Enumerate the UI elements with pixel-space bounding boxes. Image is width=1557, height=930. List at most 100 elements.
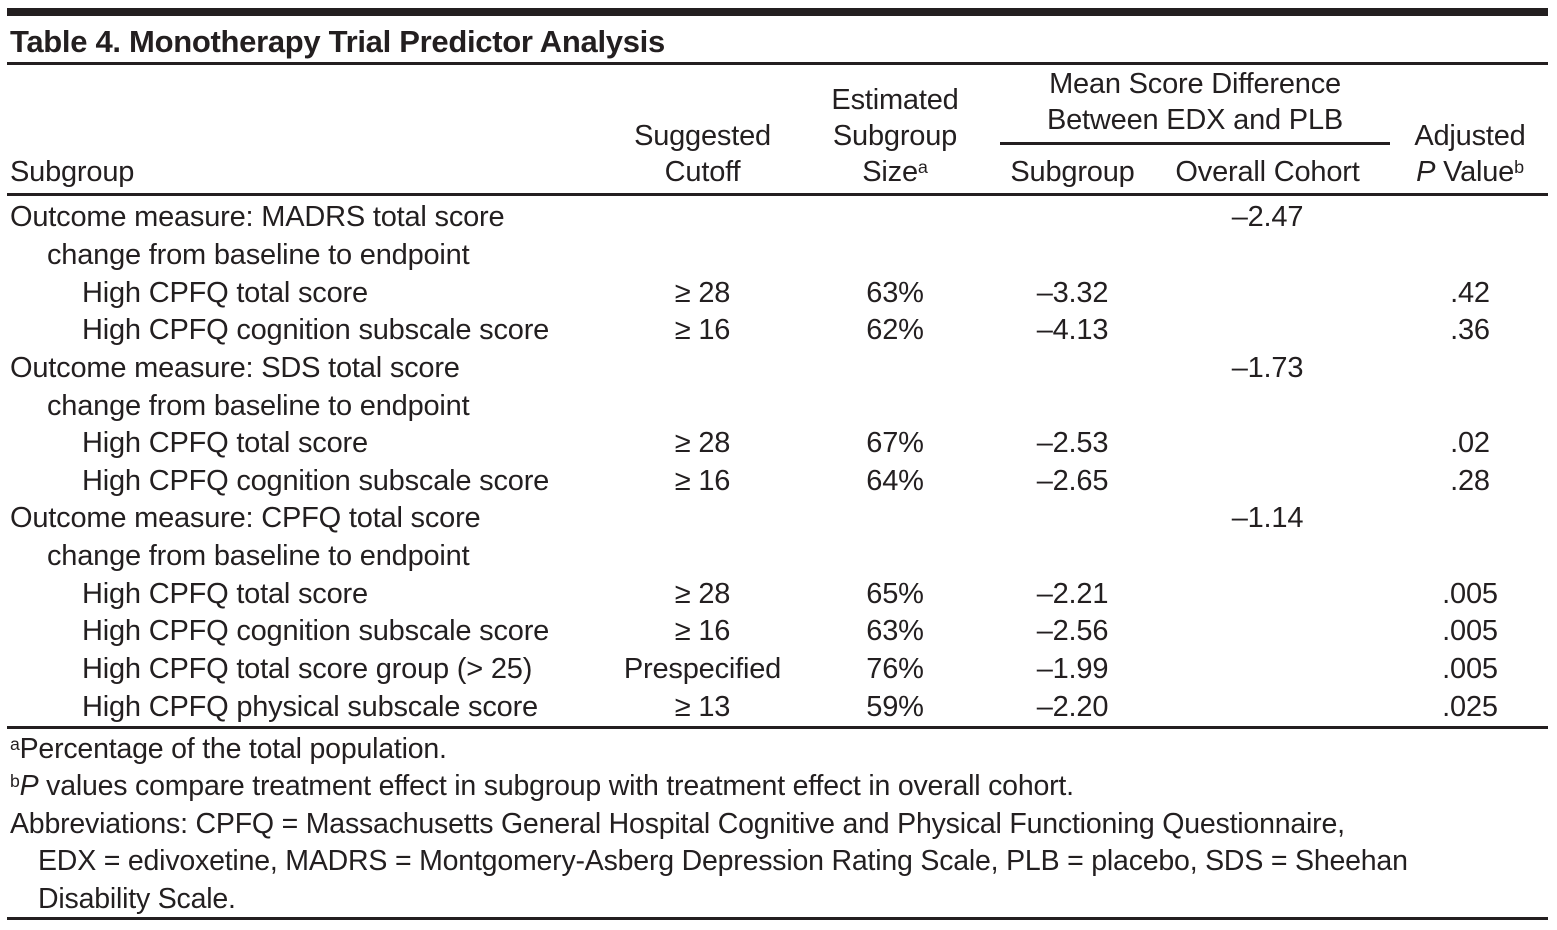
table-row: Outcome measure: CPFQ total score –1.14 — [10, 500, 1550, 538]
table-header: Subgroup Suggested Cutoff Estimated Subg… — [10, 66, 1550, 193]
header-estimated-subgroup-size: Estimated Subgroup Sizea — [790, 82, 1000, 195]
cell-msd-subgroup: –3.32 — [1036, 276, 1109, 309]
cell-msd-subgroup: –2.53 — [1036, 427, 1109, 460]
row-label: High CPFQ total score — [82, 577, 368, 610]
cell-estimated-size: 64% — [866, 464, 924, 497]
table-row: change from baseline to endpoint — [10, 237, 1550, 275]
row-label: High CPFQ total score group (> 25) — [82, 653, 533, 685]
header-mean-score-difference-group: Mean Score Difference Between EDX and PL… — [1000, 66, 1390, 195]
row-label: change from baseline to endpoint — [47, 389, 470, 422]
cell-overall-cohort: –1.14 — [1231, 502, 1304, 535]
cell-p-value: .02 — [1450, 427, 1490, 460]
footnote-a-marker: a — [10, 734, 20, 755]
cell-estimated-size: 59% — [866, 690, 924, 723]
table-row: High CPFQ cognition subscale score ≥ 16 … — [10, 613, 1550, 651]
cell-p-value: .005 — [1442, 653, 1498, 685]
header-adjusted-line2: P Valueb — [1416, 156, 1524, 188]
abbreviations-line3: Disability Scale. — [38, 882, 236, 915]
table-row: change from baseline to endpoint — [10, 538, 1550, 576]
table-row: High CPFQ cognition subscale score ≥ 16 … — [10, 312, 1550, 350]
table-row: High CPFQ total score ≥ 28 67% –2.53 .02 — [10, 425, 1550, 463]
cell-suggested-cutoff: ≥ 28 — [674, 276, 731, 309]
cell-overall-cohort: –2.47 — [1231, 201, 1304, 234]
header-spanner-subcolumns: Subgroup Overall Cohort — [1000, 145, 1390, 195]
cell-suggested-cutoff: ≥ 28 — [674, 427, 731, 460]
header-spanner-line2: Between EDX and PLB — [1046, 104, 1344, 136]
cell-msd-subgroup: –2.21 — [1036, 577, 1109, 610]
header-estimated-line1: Estimated — [831, 84, 959, 116]
row-label: High CPFQ physical subscale score — [82, 690, 538, 723]
abbreviations-line2: EDX = edivoxetine, MADRS = Montgomery-As… — [38, 845, 1408, 878]
cell-suggested-cutoff: ≥ 16 — [674, 314, 731, 347]
cell-estimated-size: 65% — [866, 577, 924, 610]
row-label: High CPFQ total score — [82, 276, 368, 309]
cell-estimated-size: 63% — [866, 276, 924, 309]
cell-p-value: .36 — [1450, 314, 1490, 347]
cell-suggested-cutoff: ≥ 28 — [674, 577, 731, 610]
footnote-b-marker: b — [10, 771, 20, 792]
table-body: Outcome measure: MADRS total score –2.47… — [10, 199, 1550, 726]
header-spanner-label: Mean Score Difference Between EDX and PL… — [1000, 66, 1390, 145]
table-row: Outcome measure: SDS total score –1.73 — [10, 350, 1550, 388]
cell-msd-subgroup: –4.13 — [1036, 314, 1109, 347]
header-suggested-cutoff-line2: Cutoff — [664, 156, 741, 188]
body-bottom-rule — [7, 726, 1548, 729]
header-estimated-line3: Sizea — [862, 156, 928, 188]
header-estimated-line2: Subgroup — [832, 120, 958, 152]
header-suggested-cutoff-line1: Suggested — [634, 120, 771, 152]
row-label: High CPFQ cognition subscale score — [82, 615, 550, 648]
header-adjusted-p-value: Adjusted P Valueb — [1390, 118, 1550, 195]
table-row: change from baseline to endpoint — [10, 387, 1550, 425]
header-msd-subgroup: Subgroup — [1010, 156, 1135, 188]
row-label: High CPFQ cognition subscale score — [82, 464, 550, 497]
table-row: High CPFQ total score group (> 25) Presp… — [10, 651, 1550, 689]
bottom-rule — [7, 917, 1548, 920]
table-row: High CPFQ total score ≥ 28 63% –3.32 .42 — [10, 274, 1550, 312]
cell-p-value: .025 — [1442, 690, 1498, 723]
header-rule — [7, 193, 1548, 196]
cell-p-value: .42 — [1450, 276, 1490, 309]
footnote-marker-b: b — [1514, 156, 1524, 177]
cell-estimated-size: 62% — [866, 314, 924, 347]
footnotes: aPercentage of the total population. bP … — [10, 731, 1552, 918]
cell-msd-subgroup: –2.20 — [1036, 690, 1109, 723]
row-label: Outcome measure: MADRS total score — [10, 201, 505, 234]
table-row: High CPFQ total score ≥ 28 65% –2.21 .00… — [10, 575, 1550, 613]
cell-estimated-size: 76% — [866, 653, 924, 685]
row-label: change from baseline to endpoint — [47, 238, 470, 271]
row-label: Outcome measure: CPFQ total score — [10, 502, 481, 535]
header-msd-overall-cohort: Overall Cohort — [1175, 156, 1360, 188]
header-adjusted-line1: Adjusted — [1414, 120, 1526, 152]
cell-msd-subgroup: –2.65 — [1036, 464, 1109, 497]
row-label: High CPFQ cognition subscale score — [82, 314, 550, 347]
footnote-marker-a: a — [917, 156, 928, 177]
top-rule — [7, 8, 1548, 16]
row-label: High CPFQ total score — [82, 427, 368, 460]
cell-p-value: .005 — [1442, 615, 1498, 648]
cell-suggested-cutoff: Prespecified — [623, 653, 782, 685]
table-row: High CPFQ physical subscale score ≥ 13 5… — [10, 688, 1550, 726]
row-label: change from baseline to endpoint — [47, 540, 470, 573]
cell-estimated-size: 63% — [866, 615, 924, 648]
header-spanner-line1: Mean Score Difference — [1049, 68, 1341, 100]
cell-suggested-cutoff: ≥ 16 — [674, 615, 731, 648]
cell-overall-cohort: –1.73 — [1231, 351, 1304, 384]
title-rule — [7, 62, 1548, 65]
header-subgroup: Subgroup — [10, 156, 135, 188]
cell-msd-subgroup: –2.56 — [1036, 615, 1109, 648]
cell-p-value: .28 — [1450, 464, 1490, 497]
table-title: Table 4. Monotherapy Trial Predictor Ana… — [10, 24, 665, 59]
abbreviations-line1: Abbreviations: CPFQ = Massachusetts Gene… — [10, 807, 1345, 840]
cell-msd-subgroup: –1.99 — [1036, 653, 1109, 685]
header-suggested-cutoff: Suggested Cutoff — [615, 118, 790, 195]
cell-suggested-cutoff: ≥ 16 — [674, 464, 731, 497]
table-row: Outcome measure: MADRS total score –2.47 — [10, 199, 1550, 237]
footnote-b: bP values compare treatment effect in su… — [10, 770, 1074, 803]
row-label: Outcome measure: SDS total score — [10, 351, 460, 384]
cell-p-value: .005 — [1442, 577, 1498, 610]
footnote-a: aPercentage of the total population. — [10, 733, 447, 765]
cell-estimated-size: 67% — [866, 427, 924, 460]
table-row: High CPFQ cognition subscale score ≥ 16 … — [10, 462, 1550, 500]
cell-suggested-cutoff: ≥ 13 — [674, 690, 731, 723]
